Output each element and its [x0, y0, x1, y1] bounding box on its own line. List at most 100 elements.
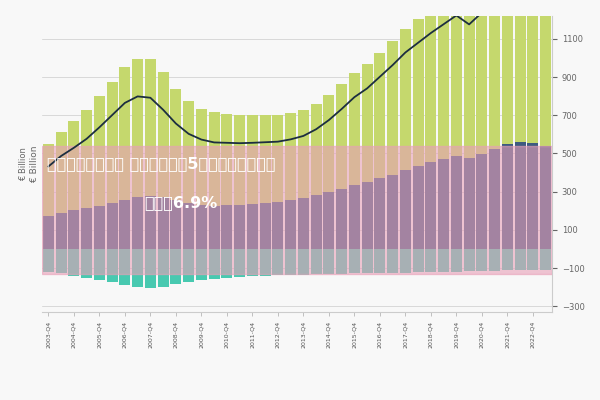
- Bar: [527, 249, 538, 270]
- Bar: [476, 154, 487, 249]
- Bar: [119, 67, 130, 200]
- Bar: [56, 132, 67, 213]
- Bar: [438, 1, 449, 159]
- Bar: [298, 249, 309, 274]
- Bar: [119, 249, 130, 285]
- Bar: [527, 143, 538, 249]
- Bar: [43, 249, 54, 272]
- Bar: [425, 249, 436, 272]
- Bar: [247, 249, 258, 276]
- Bar: [272, 202, 283, 249]
- Bar: [68, 121, 79, 210]
- Bar: [425, 162, 436, 249]
- Bar: [260, 203, 271, 249]
- Bar: [438, 249, 449, 272]
- Bar: [94, 249, 105, 280]
- Bar: [42, 146, 552, 274]
- Bar: [464, 249, 475, 271]
- Bar: [502, 144, 513, 249]
- Bar: [170, 88, 181, 200]
- Bar: [349, 249, 360, 274]
- Y-axis label: € Billion: € Billion: [30, 146, 39, 182]
- Bar: [336, 84, 347, 189]
- Text: 比增长6.9%: 比增长6.9%: [144, 195, 217, 210]
- Bar: [311, 195, 322, 249]
- Bar: [451, 249, 462, 272]
- Bar: [374, 53, 385, 178]
- Bar: [196, 249, 207, 280]
- Bar: [400, 29, 411, 170]
- Bar: [234, 115, 245, 205]
- Bar: [183, 249, 194, 282]
- Bar: [336, 249, 347, 274]
- Bar: [489, 249, 500, 270]
- Bar: [107, 249, 118, 282]
- Bar: [489, 149, 500, 249]
- Bar: [170, 249, 181, 284]
- Bar: [285, 249, 296, 275]
- Bar: [272, 115, 283, 202]
- Bar: [196, 205, 207, 249]
- Bar: [489, 0, 500, 149]
- Text: 配资专业配资炒股 四川：今年前5个月外贸进出口同: 配资专业配资炒股 四川：今年前5个月外贸进出口同: [47, 156, 275, 172]
- Bar: [145, 59, 156, 196]
- Bar: [311, 249, 322, 274]
- Bar: [540, 146, 551, 249]
- Bar: [298, 198, 309, 249]
- Bar: [158, 249, 169, 287]
- Bar: [107, 203, 118, 249]
- Bar: [400, 249, 411, 273]
- Bar: [247, 116, 258, 204]
- Bar: [183, 203, 194, 249]
- Bar: [145, 249, 156, 288]
- Bar: [221, 114, 232, 206]
- Bar: [387, 41, 398, 174]
- Bar: [413, 166, 424, 249]
- Bar: [247, 204, 258, 249]
- Bar: [158, 197, 169, 249]
- Bar: [183, 101, 194, 203]
- Bar: [451, 156, 462, 249]
- Bar: [43, 216, 54, 249]
- Bar: [374, 178, 385, 249]
- Bar: [323, 192, 334, 249]
- Bar: [387, 174, 398, 249]
- Bar: [425, 10, 436, 162]
- Bar: [221, 206, 232, 249]
- Bar: [234, 249, 245, 277]
- Bar: [260, 116, 271, 203]
- Bar: [94, 206, 105, 249]
- Bar: [132, 58, 143, 197]
- Bar: [145, 196, 156, 249]
- Bar: [362, 182, 373, 249]
- Bar: [464, 2, 475, 158]
- Bar: [451, 0, 462, 156]
- Bar: [464, 158, 475, 249]
- Bar: [221, 249, 232, 278]
- Bar: [362, 64, 373, 182]
- Bar: [170, 200, 181, 249]
- Bar: [119, 200, 130, 249]
- Bar: [209, 112, 220, 206]
- Bar: [260, 249, 271, 276]
- Bar: [311, 104, 322, 195]
- Bar: [158, 72, 169, 197]
- Bar: [438, 159, 449, 249]
- Bar: [56, 249, 67, 274]
- Bar: [527, 0, 538, 143]
- Bar: [132, 197, 143, 249]
- Bar: [413, 249, 424, 272]
- Bar: [515, 0, 526, 142]
- Bar: [272, 249, 283, 275]
- Bar: [476, 0, 487, 154]
- Bar: [132, 249, 143, 287]
- Bar: [540, 0, 551, 146]
- Text: € Billion: € Billion: [19, 147, 29, 181]
- Bar: [68, 210, 79, 249]
- Bar: [285, 200, 296, 249]
- Bar: [413, 19, 424, 166]
- Bar: [515, 142, 526, 249]
- Bar: [81, 249, 92, 278]
- Bar: [209, 249, 220, 279]
- Bar: [81, 208, 92, 249]
